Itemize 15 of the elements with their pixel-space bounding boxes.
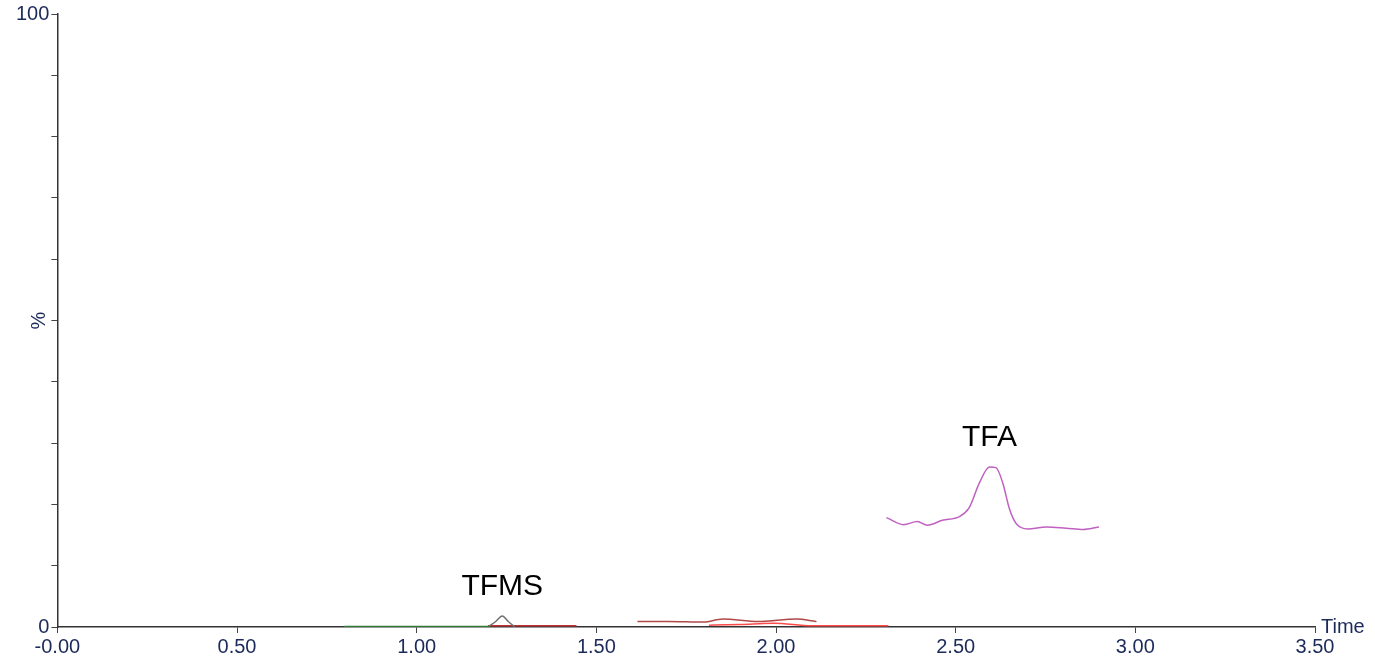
x-tick-label: 3.50 [1295,634,1335,657]
x-tick-label: 3.00 [1115,634,1155,657]
annotation: TFMS [461,568,544,602]
x-tick-label: -0.00 [34,634,81,657]
line-series [886,466,1100,531]
y-axis-title: % [26,311,49,330]
x-tick-label: 2.50 [936,634,976,657]
x-tick-label: 0.50 [217,634,257,657]
y-tick-label: 0 [38,614,50,637]
x-axis-title: Time [1321,614,1365,637]
annotation: TFA [961,419,1017,453]
x-tick-label: 1.00 [397,634,437,657]
x-tick-label: 1.50 [576,634,616,657]
y-tick-label: 100 [15,1,50,24]
x-tick-label: 2.00 [756,634,796,657]
